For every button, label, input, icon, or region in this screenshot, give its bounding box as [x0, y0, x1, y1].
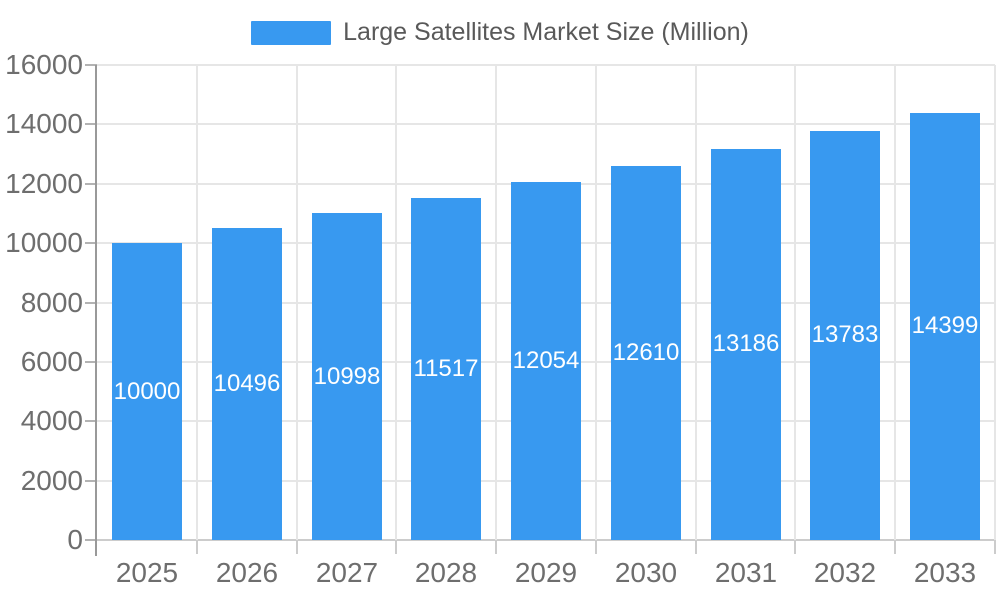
y-axis-line: [95, 65, 97, 556]
gridline-vertical: [695, 65, 697, 540]
y-axis-label: 10000: [5, 227, 83, 258]
x-axis-tick-mark: [695, 540, 697, 554]
chart-legend[interactable]: Large Satellites Market Size (Million): [0, 18, 1000, 47]
y-axis-tick-mark: [85, 420, 97, 422]
y-axis-tick-mark: [85, 480, 97, 482]
x-axis-tick-mark: [196, 540, 198, 554]
x-axis-tick-mark: [595, 540, 597, 554]
y-axis-label: 2000: [20, 465, 83, 496]
gridline-vertical: [395, 65, 397, 540]
x-axis-tick-mark: [794, 540, 796, 554]
gridline-vertical: [894, 65, 896, 540]
bar: [411, 198, 481, 540]
y-axis-tick-mark: [85, 123, 97, 125]
legend-label: Large Satellites Market Size (Million): [343, 18, 749, 46]
x-axis-tick-mark: [994, 540, 996, 554]
y-axis-label: 6000: [20, 346, 83, 377]
bar: [711, 149, 781, 540]
y-axis-label: 12000: [5, 168, 83, 199]
x-axis-label: 2028: [414, 557, 478, 588]
gridline-vertical: [994, 65, 996, 540]
gridline-vertical: [495, 65, 497, 540]
y-axis-tick-mark: [85, 361, 97, 363]
y-axis-label: 8000: [20, 287, 83, 318]
y-axis-tick-mark: [85, 302, 97, 304]
x-axis-label: 2031: [714, 557, 778, 588]
bar: [810, 131, 880, 540]
x-axis-label: 2030: [614, 557, 678, 588]
y-axis-tick-mark: [85, 539, 97, 541]
bar: [511, 182, 581, 540]
bar: [112, 243, 182, 540]
x-axis-tick-mark: [894, 540, 896, 554]
y-axis-tick-mark: [85, 242, 97, 244]
x-axis-tick-mark: [495, 540, 497, 554]
gridline-vertical: [595, 65, 597, 540]
x-axis-tick-mark: [395, 540, 397, 554]
x-axis-label: 2025: [115, 557, 179, 588]
x-axis-label: 2027: [315, 557, 379, 588]
x-axis-label: 2029: [514, 557, 578, 588]
x-axis-label: 2026: [215, 557, 279, 588]
y-axis-label: 0: [67, 524, 83, 555]
gridline-vertical: [794, 65, 796, 540]
y-axis-label: 16000: [5, 49, 83, 80]
bar: [611, 166, 681, 540]
gridline-vertical: [196, 65, 198, 540]
gridline-vertical: [296, 65, 298, 540]
x-axis-label: 2032: [813, 557, 877, 588]
gridline-horizontal: [97, 123, 995, 125]
legend-swatch: [251, 20, 332, 45]
y-axis-tick-mark: [85, 64, 97, 66]
x-axis-baseline: [97, 539, 995, 541]
bar: [312, 213, 382, 540]
bar: [910, 113, 980, 540]
y-axis-tick-mark: [85, 183, 97, 185]
x-axis-tick-mark: [296, 540, 298, 554]
y-axis-label: 14000: [5, 108, 83, 139]
y-axis-label: 4000: [20, 405, 83, 436]
bar: [212, 228, 282, 540]
gridline-horizontal: [97, 64, 995, 66]
x-axis-label: 2033: [913, 557, 977, 588]
